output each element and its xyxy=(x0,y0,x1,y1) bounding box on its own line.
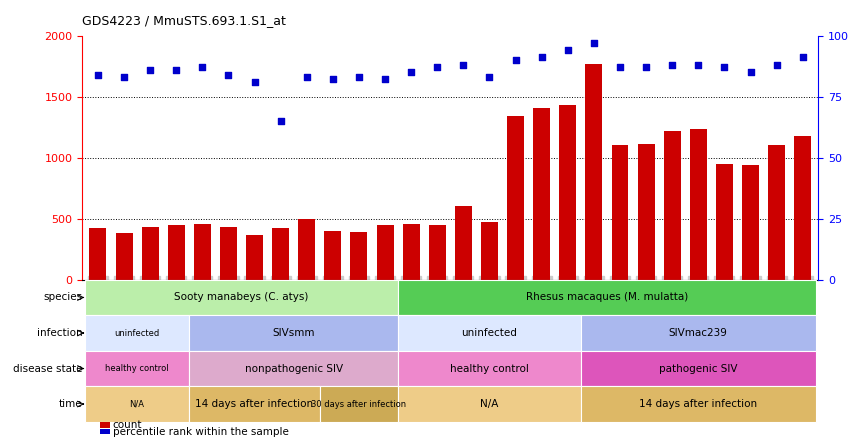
Point xyxy=(534,54,548,61)
Point xyxy=(91,71,105,78)
Bar xyxy=(115,234,132,280)
Text: nonpathogenic SIV: nonpathogenic SIV xyxy=(244,364,343,373)
Bar xyxy=(768,146,785,280)
Text: time: time xyxy=(59,399,83,409)
Point xyxy=(561,47,575,54)
Bar xyxy=(190,315,398,351)
Point xyxy=(248,78,262,85)
Bar xyxy=(794,136,811,280)
Bar xyxy=(377,225,393,280)
Bar xyxy=(246,234,263,280)
Text: uninfected: uninfected xyxy=(114,329,159,337)
Bar xyxy=(403,224,420,280)
Bar xyxy=(190,351,398,386)
Bar xyxy=(298,219,315,280)
Bar xyxy=(533,107,550,280)
Text: count: count xyxy=(113,420,142,430)
Bar xyxy=(581,351,816,386)
Point xyxy=(508,56,522,63)
Text: N/A: N/A xyxy=(481,399,499,409)
Text: 30 days after infection: 30 days after infection xyxy=(312,400,406,408)
Point xyxy=(378,76,392,83)
Point xyxy=(326,76,339,83)
Point xyxy=(456,61,470,68)
Bar xyxy=(190,386,320,422)
Text: healthy control: healthy control xyxy=(106,364,169,373)
Text: pathogenic SIV: pathogenic SIV xyxy=(659,364,738,373)
Bar xyxy=(429,225,446,280)
Point xyxy=(665,61,679,68)
Point xyxy=(639,64,653,71)
Point xyxy=(300,73,313,81)
Point xyxy=(430,64,444,71)
Bar xyxy=(142,227,158,280)
Point xyxy=(482,73,496,81)
Bar xyxy=(272,228,289,280)
Text: uninfected: uninfected xyxy=(462,328,517,338)
Bar xyxy=(455,206,472,280)
Bar xyxy=(585,63,603,280)
Point xyxy=(143,66,157,73)
Point xyxy=(117,73,131,81)
Text: disease state: disease state xyxy=(13,364,83,373)
Bar xyxy=(85,351,190,386)
Point xyxy=(404,68,418,75)
Bar xyxy=(398,386,581,422)
Bar xyxy=(168,225,184,280)
Bar xyxy=(559,105,576,280)
Bar xyxy=(320,386,398,422)
Bar xyxy=(481,222,498,280)
Bar xyxy=(611,146,629,280)
Point xyxy=(744,68,758,75)
Point xyxy=(796,54,810,61)
Point xyxy=(170,66,184,73)
Text: infection: infection xyxy=(37,328,83,338)
Bar xyxy=(507,116,524,280)
Text: SIVsmm: SIVsmm xyxy=(273,328,315,338)
Point xyxy=(352,73,366,81)
Bar xyxy=(742,165,759,280)
Bar xyxy=(85,280,398,315)
Bar xyxy=(581,315,816,351)
Bar xyxy=(398,315,581,351)
Point xyxy=(717,64,731,71)
Point xyxy=(274,117,288,124)
Point xyxy=(691,61,705,68)
Bar xyxy=(716,164,733,280)
Bar xyxy=(220,226,237,280)
Bar xyxy=(85,386,190,422)
Bar xyxy=(398,351,581,386)
Text: percentile rank within the sample: percentile rank within the sample xyxy=(113,427,288,436)
Bar xyxy=(581,386,816,422)
Point xyxy=(196,64,210,71)
Text: 14 days after infection: 14 days after infection xyxy=(639,399,758,409)
Text: GDS4223 / MmuSTS.693.1.S1_at: GDS4223 / MmuSTS.693.1.S1_at xyxy=(82,14,286,27)
Bar xyxy=(89,228,107,280)
Bar xyxy=(351,232,367,280)
Bar xyxy=(85,315,190,351)
Text: N/A: N/A xyxy=(130,400,145,408)
Bar xyxy=(325,231,341,280)
Bar xyxy=(398,280,816,315)
Text: species: species xyxy=(43,293,83,302)
Bar xyxy=(663,131,681,280)
Text: 14 days after infection: 14 days after infection xyxy=(196,399,313,409)
Text: Rhesus macaques (M. mulatta): Rhesus macaques (M. mulatta) xyxy=(526,293,688,302)
Text: healthy control: healthy control xyxy=(450,364,529,373)
Text: Sooty manabeys (C. atys): Sooty manabeys (C. atys) xyxy=(174,293,308,302)
Point xyxy=(613,64,627,71)
Point xyxy=(222,71,236,78)
Point xyxy=(770,61,784,68)
Point xyxy=(587,39,601,46)
Bar xyxy=(690,129,707,280)
Bar xyxy=(637,143,655,280)
Text: SIVmac239: SIVmac239 xyxy=(669,328,727,338)
Bar xyxy=(194,224,210,280)
